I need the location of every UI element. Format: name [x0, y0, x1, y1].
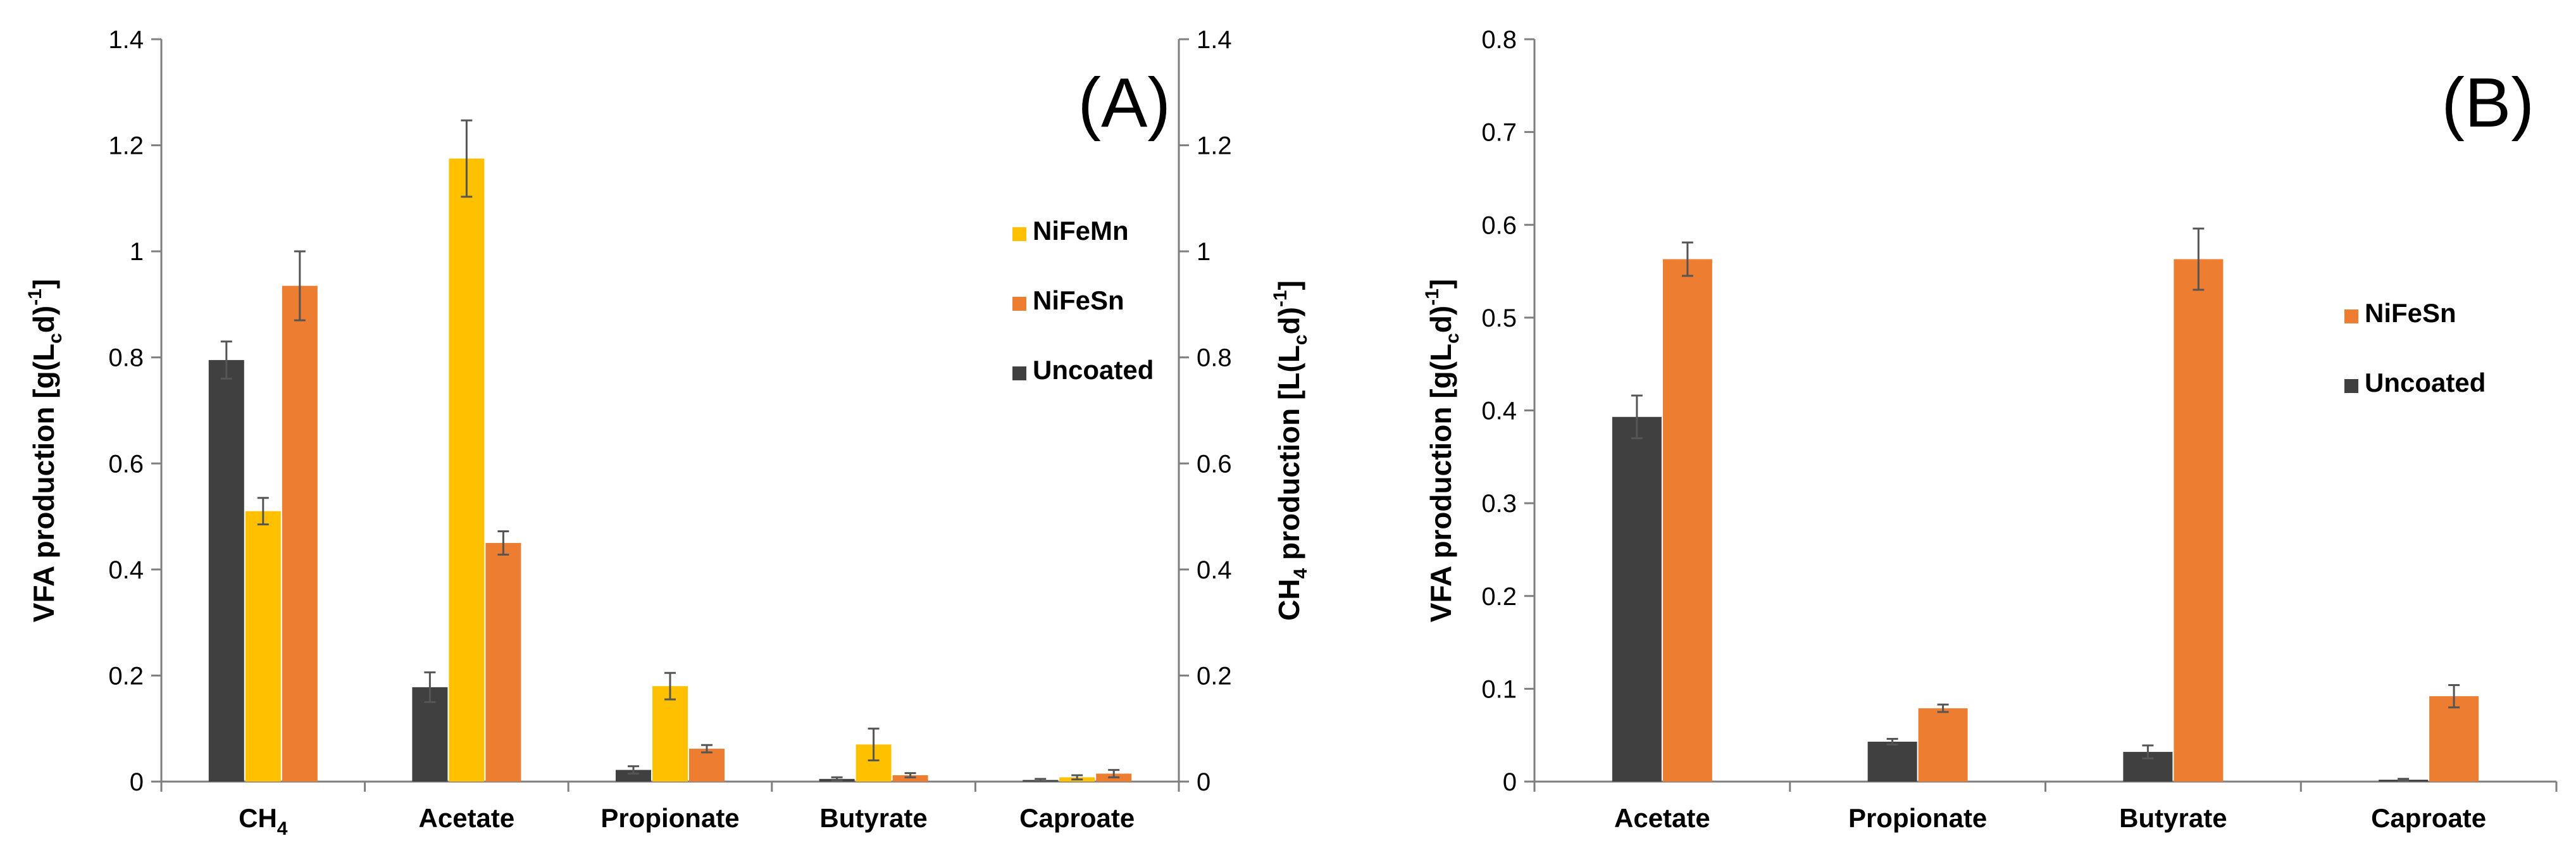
chart-panel-a: (A) VFA production [g(Lcd)-1] CH4 produc…	[25, 26, 1311, 839]
legend-swatch-nifesn	[2344, 309, 2358, 323]
y-label-text: VFA production [g(L	[1424, 344, 1457, 622]
y2-label-subscript: 4	[1290, 568, 1311, 578]
y-tick-label: 0.7	[1481, 119, 1517, 147]
x-tick-label-text: Propionate	[600, 803, 739, 833]
bar-nifesn	[1662, 259, 1712, 782]
legend-label-uncoated: Uncoated	[2365, 368, 2486, 397]
chart-panel-b: (B) VFA production [g(Lcd)-1] 0 0.1 0.2 0.3…	[1422, 26, 2558, 833]
y-tick-label: 0	[130, 768, 144, 796]
y-tick-label: 0	[1503, 768, 1517, 796]
x-tick-label: Propionate	[1848, 803, 1987, 833]
bar-nifesn	[1918, 708, 1968, 782]
bar-uncoated	[1867, 741, 1917, 782]
y2-label-subscript: c	[1290, 335, 1311, 346]
x-tick-label: CH4	[239, 803, 288, 839]
y-tick-label: 0.6	[108, 450, 144, 478]
y-axis-label-left: VFA production [g(Lcd)-1]	[25, 279, 66, 622]
y2-tick-label: 1.4	[1197, 26, 1232, 54]
legend-label-uncoated: Uncoated	[1033, 355, 1154, 385]
bar-nifesn	[282, 285, 318, 782]
x-tick-label: Caproate	[1019, 803, 1135, 833]
x-tick-label: Acetate	[1614, 803, 1710, 833]
x-tick-label: Propionate	[600, 803, 739, 833]
bar-uncoated	[208, 359, 244, 782]
y2-label-superscript: -1	[1270, 290, 1291, 307]
bar-uncoated	[616, 770, 651, 782]
y-label-text: d)	[1424, 306, 1457, 333]
y-label-superscript: -1	[1422, 289, 1443, 306]
bar-uncoated	[1612, 416, 1662, 782]
bar-nifesn	[485, 542, 521, 782]
legend-swatch-uncoated	[1012, 366, 1026, 380]
x-tick-label-text: Butyrate	[2119, 803, 2227, 833]
x-tick-label: Acetate	[419, 803, 515, 833]
y-tick-label: 0.1	[1481, 675, 1517, 703]
legend-swatch-nifemn	[1012, 227, 1026, 241]
y-axis-label-right: CH4 production [L(Lcd)-1]	[1270, 280, 1311, 621]
x-tick-label: Caproate	[2371, 803, 2486, 833]
y-label-text: VFA production [g(L	[27, 344, 60, 622]
y-tick-label: 0.2	[1481, 583, 1517, 611]
y-tick-label: 0.2	[108, 662, 144, 690]
y2-tick-label: 0.6	[1197, 450, 1232, 478]
y2-tick-label: 0.2	[1197, 662, 1232, 690]
legend-swatch-uncoated	[2344, 379, 2358, 393]
y-tick-label: 0.8	[1481, 26, 1517, 54]
y-tick-label: 0.4	[1481, 397, 1517, 425]
panel-label-a: (A)	[1078, 64, 1171, 142]
y2-tick-label: 1	[1197, 238, 1210, 266]
x-tick-label-subscript: 4	[277, 818, 288, 839]
x-tick-label-text: Caproate	[1019, 803, 1135, 833]
y-label-subscript: c	[1442, 333, 1463, 344]
y-label-text: ]	[1424, 279, 1457, 289]
legend-label-nifesn: NiFeSn	[1033, 285, 1124, 315]
y2-label-text: production [L(L	[1272, 345, 1305, 568]
y2-label-text: d)	[1272, 307, 1305, 334]
x-tick-label-text: Acetate	[1614, 803, 1710, 833]
y-tick-label: 1	[130, 238, 144, 266]
legend-label-nifemn: NiFeMn	[1033, 216, 1129, 246]
y-tick-label: 1.4	[108, 26, 144, 54]
y2-tick-label: 0	[1197, 768, 1210, 796]
y2-tick-label: 1.2	[1197, 132, 1232, 160]
y2-tick-label: 0.8	[1197, 344, 1232, 372]
y-label-text: ]	[27, 279, 60, 289]
x-tick-label-text: Acetate	[419, 803, 515, 833]
y2-label-text: CH	[1272, 578, 1305, 620]
y-label-subscript: c	[45, 333, 66, 344]
bar-nifemn	[449, 158, 485, 782]
y2-label-text: ]	[1272, 280, 1305, 290]
x-tick-label-text: CH	[239, 803, 277, 833]
y-axis-label-left: VFA production [g(Lcd)-1]	[1422, 279, 1463, 622]
y-tick-label: 0.4	[108, 556, 144, 584]
x-tick-label: Butyrate	[2119, 803, 2227, 833]
y-label-text: d)	[27, 306, 60, 333]
x-tick-label-text: Butyrate	[819, 803, 927, 833]
x-tick-label-text: Caproate	[2371, 803, 2486, 833]
panel-label-b: (B)	[2441, 64, 2534, 142]
bar-nifemn	[652, 686, 688, 782]
x-tick-label: Butyrate	[819, 803, 927, 833]
y-tick-label: 0.6	[1481, 211, 1517, 239]
bar-nifesn	[892, 775, 928, 782]
legend-swatch-nifesn	[1012, 297, 1026, 311]
y-tick-label: 1.2	[108, 132, 144, 160]
y-tick-label: 0.5	[1481, 304, 1517, 332]
y-tick-label: 0.8	[108, 344, 144, 372]
y-label-superscript: -1	[25, 289, 46, 306]
y-tick-label: 0.3	[1481, 490, 1517, 518]
bar-nifesn	[2429, 696, 2479, 782]
bar-nifemn	[245, 511, 281, 782]
bar-nifesn	[689, 749, 725, 782]
x-tick-label-text: Propionate	[1848, 803, 1987, 833]
legend-label-nifesn: NiFeSn	[2365, 298, 2456, 328]
bar-nifesn	[2174, 259, 2224, 782]
y2-tick-label: 0.4	[1197, 556, 1232, 584]
